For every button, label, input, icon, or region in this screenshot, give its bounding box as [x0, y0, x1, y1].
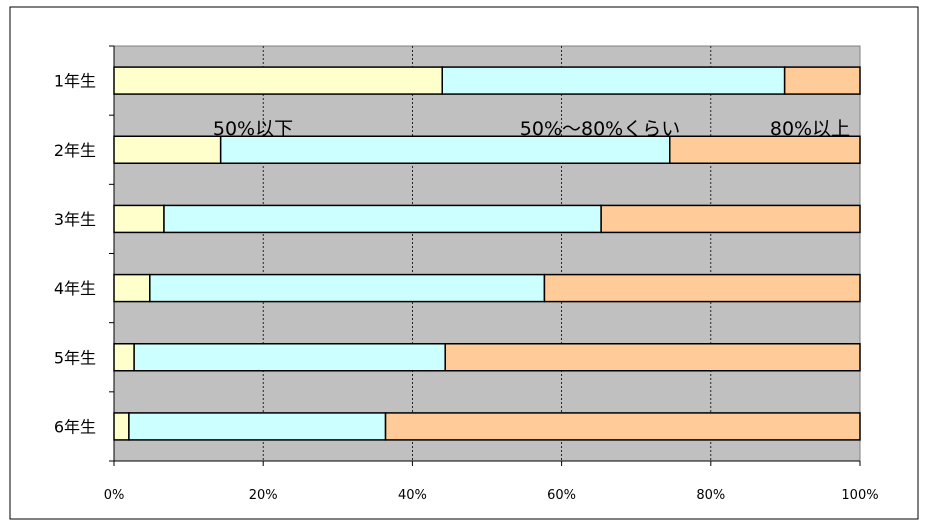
bar-segment [128, 412, 387, 441]
labels: 0% 20% 40% 60% 80% 100% 1年生 2年生 3年生 4年生 5年生 6年生 50%以… [54, 72, 879, 503]
bar-segment [133, 343, 446, 372]
x-tick-label: 100% [841, 488, 878, 503]
gridlines [262, 46, 712, 461]
category-label: 1年生 [54, 72, 96, 91]
x-tick-label: 0% [104, 488, 125, 503]
bar-segment [384, 412, 861, 441]
legend-label: 50%以下 [213, 118, 293, 140]
category-label: 5年生 [54, 348, 96, 367]
legend-label: 50%～80%くらい [520, 118, 680, 140]
bar-segment [444, 343, 861, 372]
bar-segment [669, 135, 861, 164]
bar-segment [219, 135, 671, 164]
x-tick-label: 20% [249, 488, 278, 503]
bar-segment [113, 343, 135, 372]
bar-segment [441, 66, 786, 95]
bar-segment [149, 273, 546, 303]
category-label: 6年生 [54, 417, 96, 436]
x-tick-label: 40% [398, 488, 427, 503]
bar-segment [113, 273, 151, 303]
axes [109, 45, 861, 466]
x-tick-label: 80% [696, 488, 725, 503]
category-label: 3年生 [54, 210, 96, 229]
bar-segment [543, 273, 861, 303]
bar-segment [113, 204, 165, 234]
bar-segment [113, 66, 443, 95]
legend-label: 80%以上 [770, 118, 850, 140]
bar-segment [113, 135, 222, 164]
bar-segment [163, 204, 602, 234]
category-label: 2年生 [54, 141, 96, 160]
bar-segment [600, 204, 861, 234]
bar-segment [113, 412, 130, 441]
bar-segment [783, 66, 861, 95]
x-tick-label: 60% [547, 488, 576, 503]
bars [113, 66, 861, 441]
plot-area [113, 45, 861, 462]
category-label: 4年生 [54, 279, 96, 298]
